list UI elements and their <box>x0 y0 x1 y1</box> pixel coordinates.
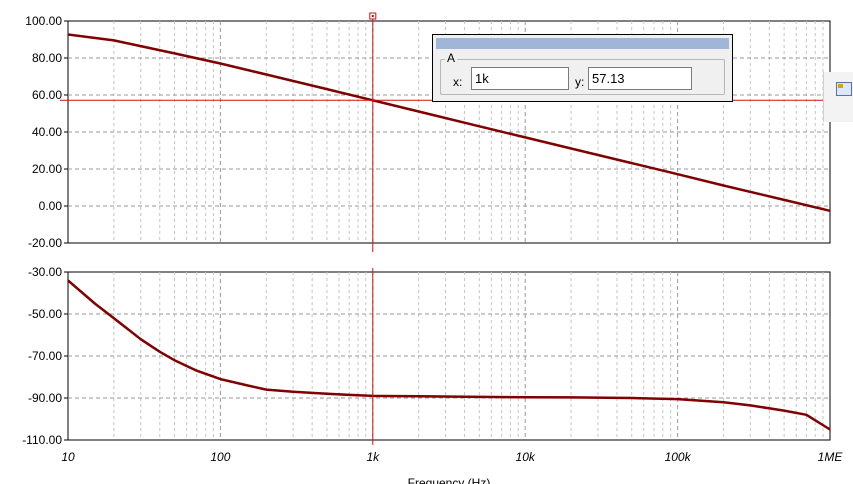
y-tick-label: -110.00 <box>22 433 62 447</box>
cursor-y-input[interactable] <box>588 67 692 90</box>
y-tick-label: -70.00 <box>28 349 62 363</box>
table-icon[interactable] <box>836 82 852 96</box>
cursor-x-input[interactable] <box>471 67 569 90</box>
top-series-line <box>67 33 831 213</box>
y-tick-label: -50.00 <box>28 307 62 321</box>
cursor-handle-dot <box>371 15 374 17</box>
y-tick-label: 40.00 <box>32 125 62 139</box>
x-tick-labels: 10 100 1k 10k 100k 1ME <box>61 450 843 464</box>
y-tick-label: 60.00 <box>32 88 62 102</box>
bottom-series-line <box>67 279 831 431</box>
x-tick-label: 1k <box>366 450 380 464</box>
x-tick-label: 10k <box>516 450 536 464</box>
y-tick-label: 20.00 <box>32 162 62 176</box>
x-tick-label: 100k <box>665 450 692 464</box>
top-y-tick-labels: -20.00 0.00 20.00 40.00 60.00 80.00 100.00 <box>25 14 68 250</box>
bottom-grid <box>68 272 830 440</box>
y-tick-label: 100.00 <box>25 14 62 28</box>
x-axis-label: Frequency (Hz) <box>408 476 491 484</box>
side-toolbar <box>823 72 853 122</box>
cursor-window-titlebar[interactable] <box>436 38 729 49</box>
x-tick-label: 1ME <box>818 450 844 464</box>
cursor-readout-window[interactable]: A x: y: <box>432 34 733 102</box>
x-tick-label: 100 <box>210 450 230 464</box>
y-tick-label: -90.00 <box>28 391 62 405</box>
y-field-label: y: <box>575 75 585 89</box>
y-tick-label: -30.00 <box>28 265 62 279</box>
cursor-a-group <box>440 59 725 95</box>
cursor-group-label: A <box>445 51 458 65</box>
y-tick-label: -20.00 <box>28 236 62 250</box>
x-tick-label: 10 <box>61 450 75 464</box>
x-field-label: x: <box>453 75 463 89</box>
bottom-y-tick-labels: -110.00 -90.00 -70.00 -50.00 -30.00 <box>22 265 68 447</box>
y-tick-label: 80.00 <box>32 51 62 65</box>
series-layer <box>67 33 831 431</box>
y-tick-label: 0.00 <box>39 199 63 213</box>
